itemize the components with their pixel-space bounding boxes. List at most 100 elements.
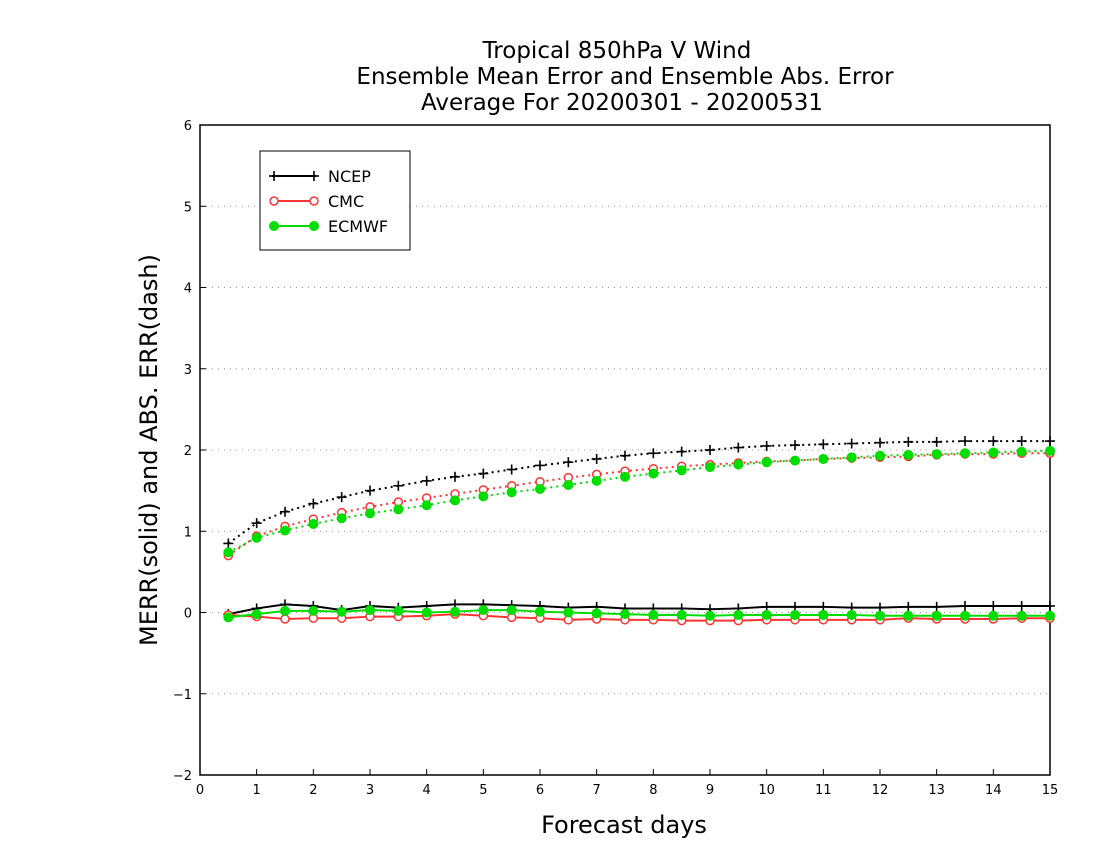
data-point-ecmwf-abs-error [931,449,942,460]
x-tick-label: 0 [196,783,204,798]
data-point-ecmwf-mean-error [648,609,659,620]
series-ecmwf [223,445,1055,623]
legend-marker [309,221,319,231]
x-tick-label: 7 [593,783,601,798]
data-point-ncep-abs-error [988,436,999,447]
legend-marker [269,196,279,206]
data-point-ncep-abs-error [280,506,290,517]
data-point-ecmwf-abs-error [818,453,829,464]
data-point-ecmwf-abs-error [336,513,347,524]
data-point-ecmwf-abs-error [620,471,630,482]
data-point-ecmwf-abs-error [251,532,262,543]
data-point-ecmwf-mean-error [1016,610,1027,621]
legend-item-ncep: NCEP [269,167,371,186]
data-point-ncep-abs-error [478,468,489,479]
data-point-ncep-abs-error [648,448,659,459]
data-point-ecmwf-abs-error [960,448,970,459]
data-point-ecmwf-mean-error [591,608,602,619]
data-point-ecmwf-mean-error [818,609,829,620]
legend-marker [309,196,319,206]
x-tick-label: 9 [706,783,714,798]
x-tick-label: 1 [253,783,261,798]
data-point-ncep-abs-error [308,498,319,509]
data-point-ecmwf-mean-error [733,609,744,620]
y-axis: −2 −1 0 1 2 3 4 5 6 [173,119,206,784]
data-point-cmc-mean-error [280,614,290,624]
data-point-ecmwf-mean-error [790,609,800,620]
data-point-ncep-mean-error [1016,601,1027,611]
data-point-ecmwf-abs-error [535,484,545,494]
y-axis-label: MERR(solid) and ABS. ERR(dash) [135,254,163,646]
data-point-ecmwf-abs-error [421,500,432,511]
legend-items: NCEP CMC ECMWF [269,167,388,236]
data-point-ecmwf-abs-error [676,465,687,476]
data-point-ncep-abs-error [1045,436,1055,447]
x-axis-label: Forecast days [541,811,707,839]
data-point-ncep-mean-error [903,601,914,612]
data-point-ecmwf-mean-error [931,610,942,621]
data-point-ncep-abs-error [393,480,404,491]
data-point-ecmwf-mean-error [280,605,290,616]
x-tick-label: 15 [1042,783,1059,798]
data-point-ncep-mean-error [988,601,999,611]
data-point-ecmwf-abs-error [478,491,489,502]
data-point-ncep-abs-error [790,440,800,451]
x-tick-label: 5 [479,783,487,798]
data-point-ncep-abs-error [931,436,942,447]
chart-title-line-2: Ensemble Mean Error and Ensemble Abs. Er… [356,64,894,90]
data-point-ecmwf-mean-error [251,609,262,620]
legend-marker [269,171,279,181]
data-point-ncep-abs-error [903,436,914,447]
data-point-ecmwf-mean-error [365,605,375,616]
data-point-ecmwf-abs-error [223,547,234,558]
x-tick-label: 4 [423,783,431,798]
data-point-ncep-mean-error [1045,601,1055,611]
data-point-ncep-abs-error [1016,436,1027,447]
x-tick-label: 11 [815,783,832,798]
data-point-ecmwf-mean-error [960,610,970,621]
data-point-ncep-mean-error [931,601,942,612]
data-point-ecmwf-mean-error [223,612,234,623]
data-point-ecmwf-mean-error [1045,610,1055,621]
data-point-ecmwf-abs-error [506,487,517,498]
y-tick-label: 1 [184,525,192,540]
data-point-ecmwf-abs-error [648,468,659,479]
data-point-ecmwf-mean-error [705,610,715,621]
x-tick-label: 13 [928,783,945,798]
data-point-ncep-abs-error [676,446,687,457]
x-tick-label: 2 [309,783,317,798]
x-tick-label: 14 [985,783,1002,798]
data-point-ncep-abs-error [591,453,602,464]
series-group [223,436,1055,626]
data-point-ncep-abs-error [251,518,262,529]
data-point-ecmwf-mean-error [846,609,857,620]
data-point-ecmwf-abs-error [705,462,715,473]
series-line-ecmwf-mean-error [228,609,1050,619]
data-point-ecmwf-abs-error [591,475,602,486]
data-point-ecmwf-abs-error [903,449,914,460]
data-point-ncep-abs-error [875,437,885,448]
x-tick-label: 8 [649,783,657,798]
legend-marker [309,171,319,181]
data-point-ecmwf-mean-error [761,609,772,620]
data-point-ncep-abs-error [223,538,234,549]
data-point-ncep-abs-error [761,440,772,451]
legend: NCEP CMC ECMWF [259,150,411,251]
y-tick-label: 0 [184,607,192,622]
data-point-ecmwf-mean-error [875,610,885,621]
data-point-ecmwf-abs-error [761,457,772,468]
data-point-ecmwf-abs-error [1016,446,1027,457]
data-point-ecmwf-abs-error [733,459,744,470]
x-tick-label: 6 [536,783,544,798]
y-tick-label: 5 [184,200,192,215]
legend-label: ECMWF [328,217,388,236]
data-point-ecmwf-abs-error [365,508,375,519]
data-point-ncep-abs-error [846,438,857,449]
data-point-ecmwf-mean-error [450,606,460,617]
data-point-ncep-abs-error [705,445,715,455]
data-point-ecmwf-mean-error [535,606,545,617]
y-tick-label: 3 [184,363,192,378]
data-point-ncep-abs-error [818,439,829,450]
data-point-ecmwf-mean-error [676,609,687,620]
data-point-ecmwf-abs-error [846,452,857,463]
